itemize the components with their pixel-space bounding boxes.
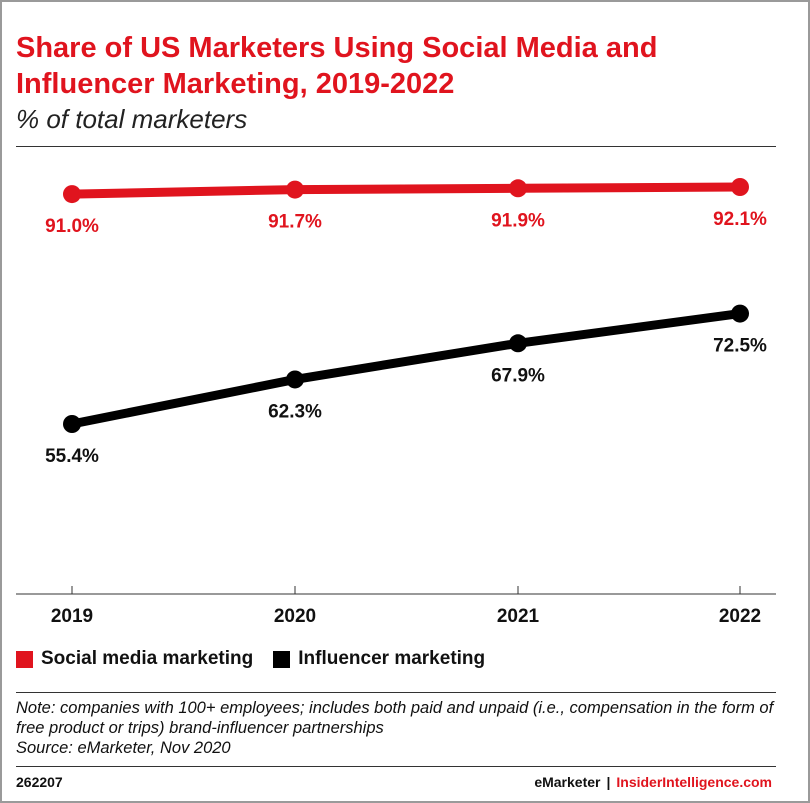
chart-subtitle: % of total marketers xyxy=(16,104,248,134)
social-media-point xyxy=(731,178,749,196)
data-label: 67.9% xyxy=(491,365,545,386)
source-text: Source: eMarketer, Nov 2020 xyxy=(16,739,231,757)
x-tick-label: 2019 xyxy=(51,606,93,627)
brand-separator: | xyxy=(606,774,611,790)
social-media-point xyxy=(286,180,304,199)
social-media-point xyxy=(509,179,527,198)
divider xyxy=(16,692,776,693)
influencer-point xyxy=(63,415,81,433)
data-label: 91.9% xyxy=(491,210,545,231)
legend-item-influencer: Influencer marketing xyxy=(273,648,485,670)
social-media-line xyxy=(67,182,745,199)
influencer-point xyxy=(731,304,749,323)
data-label: 72.5% xyxy=(713,336,767,357)
footnote: Note: companies with 100+ employees; inc… xyxy=(16,698,786,758)
influencer-line xyxy=(67,309,745,429)
legend-item-social: Social media marketing xyxy=(16,648,253,670)
legend-label-social: Social media marketing xyxy=(41,648,254,669)
data-label: 55.4% xyxy=(45,446,99,467)
legend-swatch-social xyxy=(16,650,33,668)
chart-id: 262207 xyxy=(16,774,63,790)
data-label: 92.1% xyxy=(713,209,767,230)
brand-insiderintelligence: InsiderIntelligence.com xyxy=(616,774,772,790)
data-label: 91.7% xyxy=(268,212,322,233)
line-chart: 2019 2020 2021 2022 91.0% 91.7% 91.9% 92.1% 55.4… xyxy=(16,178,776,627)
data-label: 62.3% xyxy=(268,401,322,422)
brand-credit: eMarketer | InsiderIntelligence.com xyxy=(534,774,772,790)
social-media-point xyxy=(63,185,81,204)
legend-swatch-influencer xyxy=(273,650,291,668)
influencer-point xyxy=(509,334,527,353)
brand-emarketer: eMarketer xyxy=(534,774,601,790)
legend: Social media marketing Influencer market… xyxy=(16,648,505,670)
divider xyxy=(16,146,776,147)
note-text: Note: companies with 100+ employees; inc… xyxy=(16,699,774,737)
divider xyxy=(16,766,776,767)
influencer-point xyxy=(286,370,304,389)
x-tick-label: 2020 xyxy=(274,606,316,627)
data-label: 91.0% xyxy=(45,216,99,237)
chart-title: Share of US Marketers Using Social Media… xyxy=(16,32,658,100)
x-tick-label: 2021 xyxy=(497,606,540,627)
legend-label-influencer: Influencer marketing xyxy=(298,648,486,669)
x-tick-label: 2022 xyxy=(719,606,761,627)
